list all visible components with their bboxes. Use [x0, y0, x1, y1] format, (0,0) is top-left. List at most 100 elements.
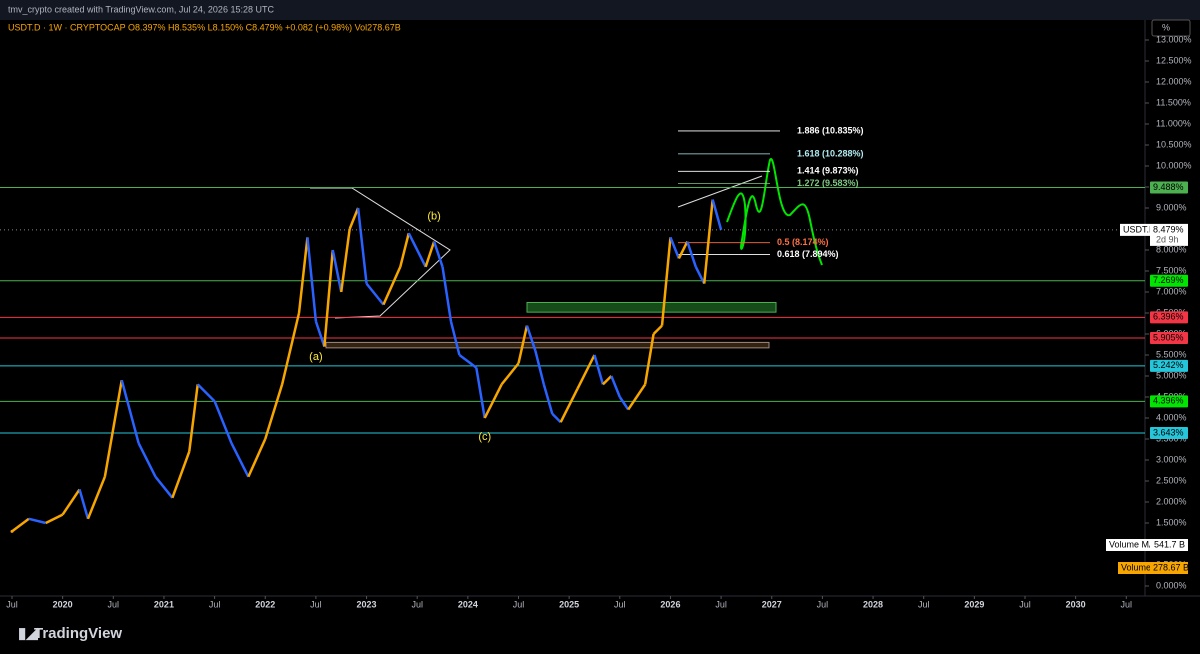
price-segment: [247, 438, 267, 478]
y-tick-label: 11.000%: [1156, 118, 1191, 128]
price-segment: [702, 199, 714, 284]
level-tag-label: 7.269%: [1153, 275, 1184, 285]
x-tick-label: 2025: [559, 599, 579, 609]
price-segment: [669, 236, 681, 259]
x-tick-label: 2023: [357, 599, 377, 609]
x-tick-label: Jul: [513, 599, 525, 609]
y-tick-label: 3.000%: [1156, 454, 1187, 464]
price-segment: [711, 199, 723, 231]
wave-label: (c): [478, 431, 491, 443]
price-segment: [458, 353, 478, 369]
y-tick-label: 2.500%: [1156, 475, 1187, 485]
price-segment: [120, 379, 140, 444]
level-tag: [1150, 274, 1188, 287]
price-segment: [652, 324, 663, 335]
fib-label: 0.618 (7.894%): [777, 249, 839, 259]
price-segment: [230, 442, 250, 478]
price-segment: [297, 237, 309, 314]
price-segment: [534, 350, 546, 385]
zone: [325, 341, 770, 349]
level-tag-label: 5.905%: [1153, 332, 1184, 342]
price-segment: [61, 488, 81, 516]
price-tag-label: 8.479%: [1153, 224, 1184, 234]
price-segment: [137, 442, 157, 478]
fib-label: 1.272 (9.583%): [797, 178, 859, 188]
countdown-label: 2d 9h: [1156, 234, 1179, 244]
legend-line[interactable]: USDT.D · 1W · CRYPTOCAP O8.397% H8.535% …: [8, 22, 401, 32]
price-segment: [643, 333, 655, 385]
y-tick-label: 10.500%: [1156, 139, 1192, 149]
price-segment: [213, 400, 233, 444]
y-tick-label: 11.500%: [1156, 97, 1191, 107]
x-tick-label: Jul: [411, 599, 423, 609]
volume-value-tag: [1150, 562, 1188, 574]
y-tick-label: 9.000%: [1156, 202, 1187, 212]
y-tick-label: 12.500%: [1156, 55, 1192, 65]
level-tag-label: 3.643%: [1153, 427, 1184, 437]
x-tick-label: 2020: [53, 599, 73, 609]
x-tick-label: 2022: [255, 599, 275, 609]
price-segment: [576, 354, 596, 390]
price-segment: [551, 412, 562, 424]
y-tick-label: 7.500%: [1156, 265, 1187, 275]
x-tick-label: Jul: [918, 599, 930, 609]
symbol-tag-label: USDT.D: [1123, 224, 1156, 234]
x-tick-label: 2024: [458, 599, 478, 609]
y-tick-label: 10.000%: [1156, 160, 1192, 170]
price-segment: [11, 517, 30, 533]
scale-button[interactable]: [1151, 19, 1191, 37]
price-segment: [441, 266, 453, 322]
price-segment: [610, 375, 621, 398]
volume-name: Volume: [1121, 562, 1151, 572]
x-tick-label: Jul: [108, 599, 120, 609]
price-segment: [154, 476, 174, 499]
level-tag-label: 9.488%: [1153, 182, 1184, 192]
price-segment: [407, 232, 427, 268]
x-tick-label: Jul: [209, 599, 221, 609]
price-segment: [627, 383, 647, 411]
x-tick-label: 2026: [660, 599, 680, 609]
y-tick-label: 8.000%: [1156, 244, 1187, 254]
x-tick-label: Jul: [817, 599, 829, 609]
price-segment: [314, 321, 326, 347]
volume-ma-tag: [1106, 539, 1150, 551]
price-segment: [280, 312, 301, 385]
brand-logo: ▮◢: [18, 625, 38, 642]
price-segment: [686, 241, 697, 268]
price-segment: [517, 325, 529, 364]
x-tick-label: Jul: [6, 599, 18, 609]
fib-label: 1.414 (9.873%): [797, 166, 859, 176]
level-tag-label: 6.396%: [1153, 312, 1184, 322]
volume-ma-name: Volume MA: [1109, 539, 1155, 549]
x-tick-label: 2021: [154, 599, 174, 609]
chart-area: [0, 20, 1200, 616]
volume-value: 278.67 B: [1153, 562, 1189, 572]
price-segment: [677, 241, 689, 259]
x-tick-label: 2029: [964, 599, 984, 609]
price-segment: [475, 367, 486, 419]
price-segment: [618, 396, 630, 411]
header-text: tmv_crypto created with TradingView.com,…: [8, 4, 274, 14]
y-tick-label: 13.000%: [1156, 34, 1192, 44]
brand-name: TradingView: [34, 625, 122, 642]
scale-button-label[interactable]: %: [1162, 22, 1170, 32]
x-tick-label: 2028: [863, 599, 883, 609]
x-tick-label: Jul: [310, 599, 322, 609]
price-segment: [171, 451, 191, 499]
level-tag: [1150, 395, 1188, 408]
y-tick-label: 12.000%: [1156, 76, 1192, 86]
y-tick-label: 0.000%: [1156, 580, 1187, 590]
y-tick-label: 4.000%: [1156, 412, 1187, 422]
price-segment: [45, 513, 64, 525]
level-tag: [1150, 331, 1188, 344]
level-tag: [1150, 311, 1188, 324]
price-segment: [331, 249, 343, 293]
level-tag-label: 5.242%: [1153, 360, 1184, 370]
header-bar: [0, 0, 1200, 20]
symbol-tag: [1120, 223, 1150, 236]
price-segment: [593, 354, 605, 385]
price-segment: [323, 249, 335, 347]
price-segment: [424, 241, 436, 268]
x-tick-label: Jul: [1121, 599, 1133, 609]
level-tag: [1150, 359, 1188, 372]
